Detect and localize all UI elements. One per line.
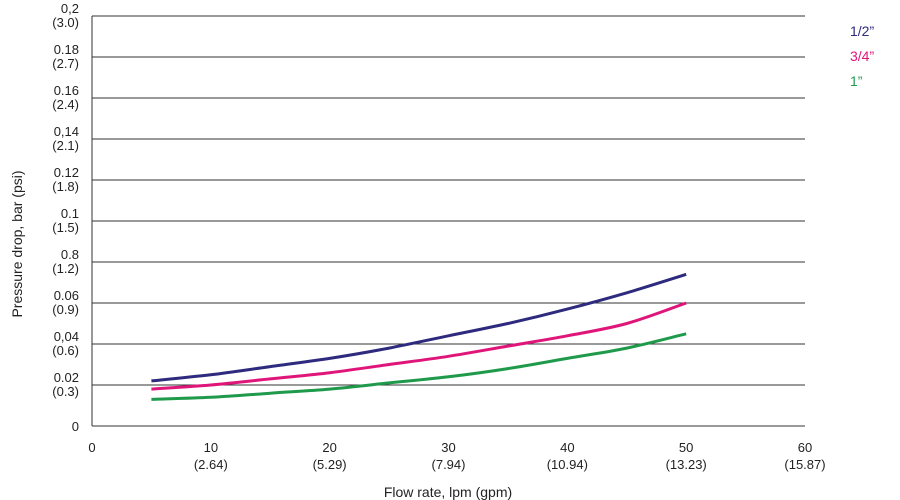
legend: 1/2” 3/4” 1”: [850, 23, 874, 89]
y-tick-label: 0.12: [54, 165, 79, 180]
y-axis-title: Pressure drop, bar (psi): [9, 170, 25, 317]
y-tick-sublabel: (2.4): [52, 97, 79, 112]
y-tick-label: 0.06: [54, 288, 79, 303]
y-tick-label: 0.18: [54, 42, 79, 57]
legend-entry-2: 3/4”: [850, 48, 874, 64]
y-tick-label: 0,04: [54, 329, 79, 344]
x-tick-sublabel: (10.94): [547, 457, 588, 472]
y-tick-label: 0.8: [61, 247, 79, 262]
x-tick-sublabel: (5.29): [313, 457, 347, 472]
x-tick-sublabel: (7.94): [432, 457, 466, 472]
x-tick-label: 40: [560, 440, 574, 455]
y-tick-label: 0.1: [61, 206, 79, 221]
grid-lines: [91, 15, 805, 427]
y-tick-sublabel: (0.3): [52, 384, 79, 399]
x-tick-sublabel: (13.23): [666, 457, 707, 472]
y-tick-sublabel: (3.0): [52, 15, 79, 30]
x-tick-label: 0: [88, 440, 95, 455]
y-axis: 00.02(0.3)0,04(0.6)0.06(0.9)0.8(1.2)0.1(…: [52, 1, 79, 434]
x-axis: 0 10 (2.64) 20 (5.29) 30 (7.94) 40 (10.94) 50 (13.…: [88, 440, 825, 472]
series-line-3: [151, 332, 687, 401]
x-tick-label: 60: [798, 440, 812, 455]
y-tick-sublabel: (2.7): [52, 56, 79, 71]
series-line-2: [151, 301, 687, 391]
x-tick-label: 20: [322, 440, 336, 455]
x-tick-label: 50: [679, 440, 693, 455]
y-tick-label: 0.02: [54, 370, 79, 385]
y-tick-label: 0,14: [54, 124, 79, 139]
x-tick-label: 30: [441, 440, 455, 455]
y-tick-sublabel: (1.8): [52, 179, 79, 194]
legend-entry-3: 1”: [850, 73, 863, 89]
legend-entry-1: 1/2”: [850, 23, 874, 39]
y-tick-label: 0,2: [61, 1, 79, 16]
x-tick-sublabel: (15.87): [784, 457, 825, 472]
x-axis-title: Flow rate, lpm (gpm): [384, 484, 512, 500]
y-tick-sublabel: (1.2): [52, 261, 79, 276]
series-line-1: [151, 272, 687, 383]
x-tick-label: 10: [204, 440, 218, 455]
x-tick-sublabel: (2.64): [194, 457, 228, 472]
series-lines: [151, 272, 687, 401]
y-tick-sublabel: (1.5): [52, 220, 79, 235]
y-tick-sublabel: (0.9): [52, 302, 79, 317]
y-tick-sublabel: (0.6): [52, 343, 79, 358]
y-tick-label: 0: [72, 419, 79, 434]
y-tick-label: 0.16: [54, 83, 79, 98]
y-tick-sublabel: (2.1): [52, 138, 79, 153]
